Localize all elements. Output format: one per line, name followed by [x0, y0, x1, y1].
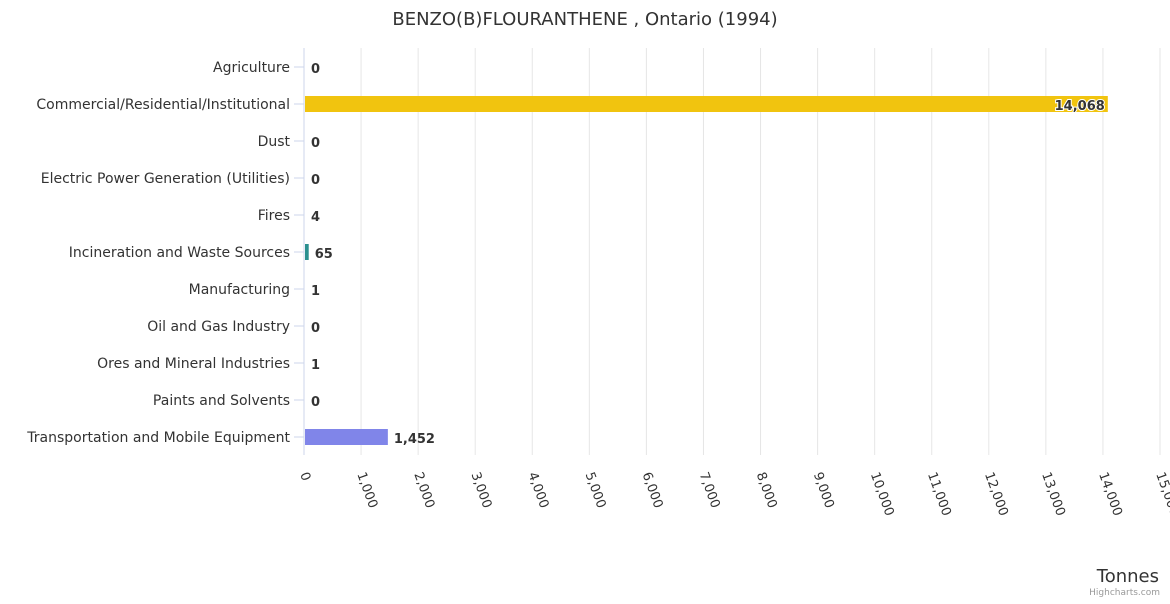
tick-label: 8,000	[753, 470, 780, 510]
category-label: Fires	[258, 208, 290, 224]
tick-label: 14,000	[1095, 470, 1125, 518]
tick-label: 1,000	[353, 470, 380, 510]
data-label: 0	[311, 173, 320, 188]
data-label: 0	[311, 136, 320, 151]
category-label: Agriculture	[213, 60, 290, 76]
data-label: 14,068	[1055, 99, 1105, 114]
tick-label: 6,000	[639, 470, 666, 510]
tick-label: 11,000	[924, 470, 954, 518]
value-axis-ticks: 0 1,000 2,000 3,000 4,000 5,000 6,000 7,000 8,00…	[296, 470, 1170, 518]
category-label: Ores and Mineral Industries	[97, 356, 290, 372]
tick-label: 3,000	[467, 470, 494, 510]
bar	[305, 244, 309, 260]
tick-label: 12,000	[981, 470, 1011, 518]
data-label: 0	[311, 395, 320, 410]
data-label: 1	[311, 284, 320, 299]
tick-label: 7,000	[696, 470, 723, 510]
tick-label: 10,000	[867, 470, 897, 518]
tick-label: 0	[296, 470, 313, 483]
data-label: 4	[311, 210, 320, 225]
category-label: Transportation and Mobile Equipment	[26, 430, 290, 446]
data-label: 0	[311, 62, 320, 77]
data-label: 1,452	[394, 432, 435, 447]
bar	[305, 96, 1108, 112]
bars	[305, 96, 1108, 445]
category-label: Oil and Gas Industry	[147, 319, 290, 335]
tick-label: 2,000	[410, 470, 437, 510]
data-label: 1	[311, 358, 320, 373]
tick-label: 4,000	[525, 470, 552, 510]
category-label: Electric Power Generation (Utilities)	[41, 171, 290, 187]
tick-label: 5,000	[582, 470, 609, 510]
bar	[305, 429, 388, 445]
category-label: Dust	[258, 134, 291, 150]
data-label: 65	[315, 247, 333, 262]
tick-label: 13,000	[1038, 470, 1068, 518]
category-label: Incineration and Waste Sources	[69, 245, 290, 261]
data-labels: 0 14,068 0 0 4 65 1 0 1 0 1,452	[311, 62, 1106, 447]
chart-title: BENZO(B)FLOURANTHENE , Ontario (1994)	[392, 9, 777, 30]
tick-label: 9,000	[810, 470, 837, 510]
gridlines	[303, 48, 1161, 455]
category-label: Paints and Solvents	[153, 393, 290, 409]
credits-link[interactable]: Highcharts.com	[1089, 588, 1160, 598]
value-axis-title: Tonnes	[1096, 566, 1159, 587]
category-labels: Agriculture Commercial/Residential/Instit…	[26, 60, 304, 446]
data-label: 0	[311, 321, 320, 336]
tick-label: 15,000	[1152, 470, 1170, 518]
category-label: Manufacturing	[189, 282, 290, 298]
category-label: Commercial/Residential/Institutional	[36, 97, 290, 113]
